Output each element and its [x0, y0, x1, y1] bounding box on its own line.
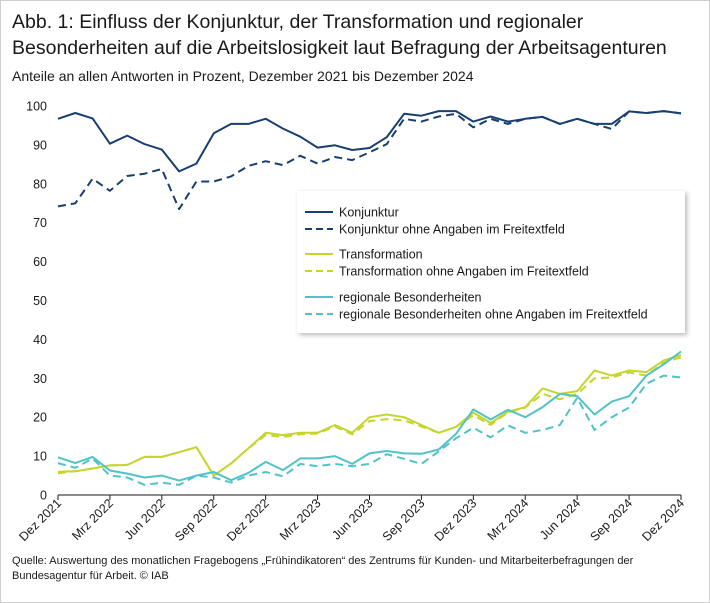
- legend-box: [297, 191, 685, 333]
- x-tick-label: Jun 2022: [122, 496, 168, 542]
- y-tick-label: 30: [33, 372, 47, 386]
- x-tick-label: Sep 2023: [380, 496, 428, 544]
- y-tick-label: 20: [33, 411, 47, 425]
- x-tick-label: Dez 2023: [432, 496, 480, 544]
- x-tick-label: Dez 2022: [224, 496, 272, 544]
- chart-title: Abb. 1: Einfluss der Konjunktur, der Tra…: [12, 11, 667, 59]
- y-tick-label: 0: [40, 489, 47, 503]
- series-line-0: [57, 110, 682, 173]
- legend: Konjunktur Konjunktur ohne Angaben im Fre…: [297, 191, 685, 333]
- y-tick-label: 70: [33, 216, 47, 230]
- x-tick-label: Jun 2024: [537, 496, 583, 542]
- x-tick-label: Sep 2024: [587, 496, 635, 544]
- source-note: Quelle: Auswertung des monatlichen Frage…: [12, 555, 634, 582]
- series-layer: [57, 110, 682, 486]
- y-tick-label: 50: [33, 294, 47, 308]
- legend-label-3: Transformation ohne Angaben im Freitextf…: [339, 265, 589, 279]
- y-tick-label: 40: [33, 333, 47, 347]
- x-tick-label: Jun 2023: [329, 496, 375, 542]
- legend-label-5: regionale Besonderheiten ohne Angaben im…: [339, 308, 648, 322]
- legend-label-0: Konjunktur: [339, 206, 399, 220]
- legend-label-4: regionale Besonderheiten: [339, 291, 482, 305]
- legend-label-2: Transformation: [339, 248, 423, 262]
- x-tick-label: Mrz 2022: [69, 496, 116, 543]
- x-tick-label: Mrz 2024: [485, 496, 532, 543]
- legend-label-1: Konjunktur ohne Angaben im Freitextfeld: [339, 223, 565, 237]
- series-line-4: [57, 350, 682, 482]
- x-tick-label: Mrz 2023: [277, 496, 324, 543]
- y-tick-label: 80: [33, 177, 47, 191]
- y-tick-label: 10: [33, 450, 47, 464]
- y-tick-label: 100: [26, 100, 47, 114]
- series-line-5: [57, 374, 682, 486]
- y-tick-label: 60: [33, 255, 47, 269]
- series-line-3: [57, 356, 682, 477]
- x-tick-label: Sep 2022: [172, 496, 220, 544]
- y-tick-label: 90: [33, 138, 47, 152]
- x-tick-label: Dez 2024: [639, 496, 687, 544]
- chart-subtitle: Anteile an allen Antworten in Prozent, D…: [12, 68, 474, 84]
- x-tick-label: Dez 2021: [16, 496, 64, 544]
